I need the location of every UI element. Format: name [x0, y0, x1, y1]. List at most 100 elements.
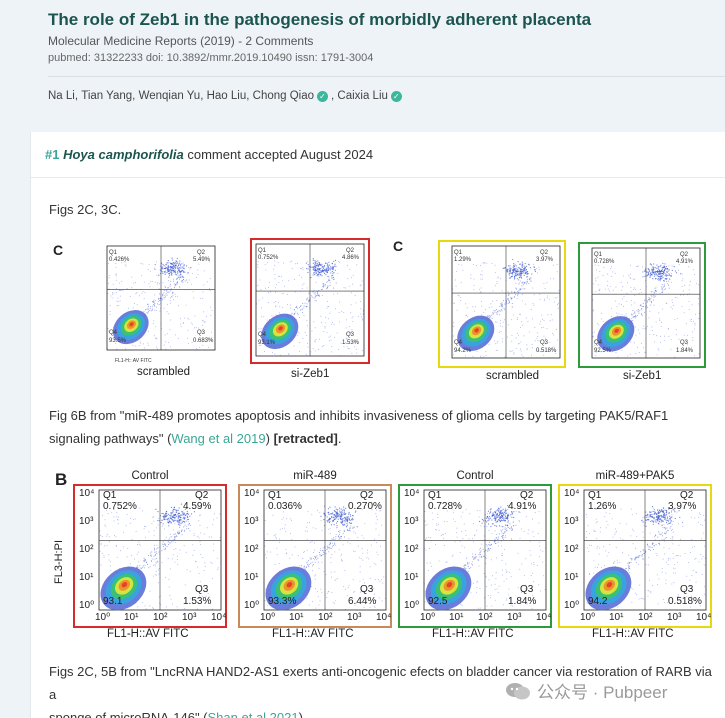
comment-card: #1 Hoya camphorifolia comment accepted A…: [30, 132, 725, 718]
watermark: 公众号 · Pubpeer: [505, 678, 667, 703]
author[interactable]: , Caixia Liu: [331, 90, 388, 102]
scatter-points: [451, 258, 561, 359]
figure-letter: C: [393, 238, 404, 254]
quadrant-value: 0.728%: [428, 501, 462, 512]
x-tick-label: 10⁰: [420, 612, 436, 623]
quadrant-value: 1.84%: [508, 596, 537, 607]
quadrant-label: Q1: [258, 248, 267, 254]
flow-plot-panel: Q1 0.036% Q2 0.270% Q3 6.44% 93.3% 10⁴ 10³ 10² 10¹…: [238, 484, 392, 628]
panel-caption: scrambled: [137, 366, 191, 378]
y-tick-label: 10⁴: [404, 488, 420, 499]
flow-plot-panel: Q1 1.29% Q2 3.97% Q4 94.2% Q3 0.518%: [438, 240, 566, 368]
author[interactable]: Tian Yang,: [81, 90, 136, 102]
y-tick-label: 10⁴: [244, 488, 260, 499]
figure-letter: C: [53, 242, 64, 258]
quadrant-label: Q3: [195, 584, 209, 595]
y-tick-label: 10¹: [79, 572, 94, 583]
comment-author[interactable]: Hoya camphorifolia: [63, 147, 184, 162]
flow-scatter-plot: [255, 243, 365, 357]
y-tick-label: 10²: [564, 544, 579, 555]
retracted-label: [retracted]: [273, 431, 338, 446]
quadrant-label: Q3: [360, 584, 374, 595]
quadrant-value: 92.5%: [594, 348, 612, 354]
quadrant-label: Q2: [346, 248, 355, 254]
quadrant-label: Q1: [103, 490, 117, 501]
quadrant-value: 5.49%: [193, 257, 211, 263]
comment-number[interactable]: #1: [45, 147, 60, 162]
y-tick-label: 10¹: [564, 572, 579, 583]
quadrant-value: 4.91%: [508, 501, 537, 512]
x-tick-label: 10⁴: [696, 612, 712, 623]
quadrant-label: Q3: [680, 340, 689, 346]
x-tick-label: 10⁴: [376, 612, 392, 623]
x-tick-label: 10²: [478, 612, 493, 623]
flow-scatter-plot: [451, 245, 561, 359]
quadrant-value: 1.29%: [454, 257, 472, 263]
x-tick-label: 10⁴: [211, 612, 227, 623]
quadrant-value: 94.2: [588, 596, 608, 607]
quadrant-label: Q3: [680, 584, 694, 595]
panel-caption: scrambled: [486, 370, 540, 382]
y-tick-label: 10²: [404, 544, 419, 555]
paper-identifiers: pubmed: 31322233 doi: 10.3892/mmr.2019.1…: [48, 52, 374, 64]
scatter-points: [591, 262, 701, 359]
quadrant-value: 3.97%: [536, 257, 554, 263]
flow-scatter-plot: [583, 489, 707, 611]
x-tick-label: 10³: [347, 612, 362, 623]
comment-header: #1 Hoya camphorifolia comment accepted A…: [31, 132, 725, 178]
x-tick-label: 10⁰: [260, 612, 276, 623]
panel-caption: si-Zeb1: [291, 368, 330, 380]
quadrant-value: 0.518%: [536, 348, 557, 354]
author[interactable]: Wenqian Yu,: [138, 90, 204, 102]
quadrant-label: Q3: [346, 332, 355, 338]
quadrant-value: 0.036%: [268, 501, 302, 512]
quadrant-value: 4.59%: [183, 501, 212, 512]
y-tick-label: 10³: [79, 516, 94, 527]
y-tick-label: 10⁰: [244, 600, 260, 611]
author[interactable]: Na Li,: [48, 90, 79, 102]
quadrant-label: Q1: [268, 490, 282, 501]
x-tick-label: 10³: [667, 612, 682, 623]
quadrant-label: Q1: [588, 490, 602, 501]
paper-header: The role of Zeb1 in the pathogenesis of …: [0, 0, 725, 132]
panel-title: Control: [131, 470, 169, 482]
quadrant-label: Q2: [195, 490, 209, 501]
paper-title[interactable]: The role of Zeb1 in the pathogenesis of …: [48, 10, 592, 29]
quadrant-value: 0.518%: [668, 596, 702, 607]
x-tick-label: 10²: [153, 612, 168, 623]
y-tick-label: 10²: [79, 544, 94, 555]
x-tick-label: 10¹: [609, 612, 624, 623]
quadrant-label: Q4: [258, 332, 267, 338]
scatter-points: [263, 505, 386, 611]
x-axis-label: FL1-H::AV FITC: [107, 628, 189, 640]
reference-link[interactable]: Wang et al 2019: [171, 431, 266, 446]
wechat-icon: [506, 682, 530, 699]
x-axis-label: FL1-H::AV FITC: [432, 628, 514, 640]
quadrant-label: Q4: [454, 340, 463, 346]
quadrant-value: 0.752%: [103, 501, 137, 512]
figure-1: C C Q1 0.426% Q2 5.49% Q4 93.5% Q3 0.683…: [49, 234, 709, 394]
flow-scatter-plot: [591, 247, 701, 359]
flow-plot-panel: Q1 0.728% Q2 4.91% Q4 92.5% Q3 1.84%: [578, 242, 706, 368]
y-tick-label: 10⁴: [79, 488, 95, 499]
panel-title: miR-489: [293, 470, 337, 482]
quadrant-value: 4.91%: [676, 259, 694, 265]
quadrant-label: Q1: [109, 250, 118, 256]
quadrant-value: 93.5%: [109, 338, 127, 344]
quadrant-label: Q2: [680, 490, 694, 501]
author[interactable]: Hao Liu,: [206, 90, 250, 102]
y-tick-label: 10¹: [244, 572, 259, 583]
x-tick-label: 10³: [507, 612, 522, 623]
flow-scatter-plot: [98, 489, 222, 611]
quadrant-value: 93.1: [103, 596, 123, 607]
scatter-points: [99, 503, 222, 611]
author[interactable]: Chong Qiao: [252, 90, 315, 102]
scatter-points: [106, 257, 213, 351]
quadrant-value: 4.86%: [342, 255, 360, 261]
scatter-points: [424, 505, 547, 611]
x-tick-label: 10²: [638, 612, 653, 623]
reference-link[interactable]: Shan et al 2021: [207, 710, 299, 718]
quadrant-label: Q2: [680, 252, 689, 258]
x-tick-label: 10²: [318, 612, 333, 623]
flow-plot-panel: Q1 1.26% Q2 3.97% Q3 0.518% 94.2 10⁴ 10³ 10² 10¹ 10…: [558, 484, 712, 628]
